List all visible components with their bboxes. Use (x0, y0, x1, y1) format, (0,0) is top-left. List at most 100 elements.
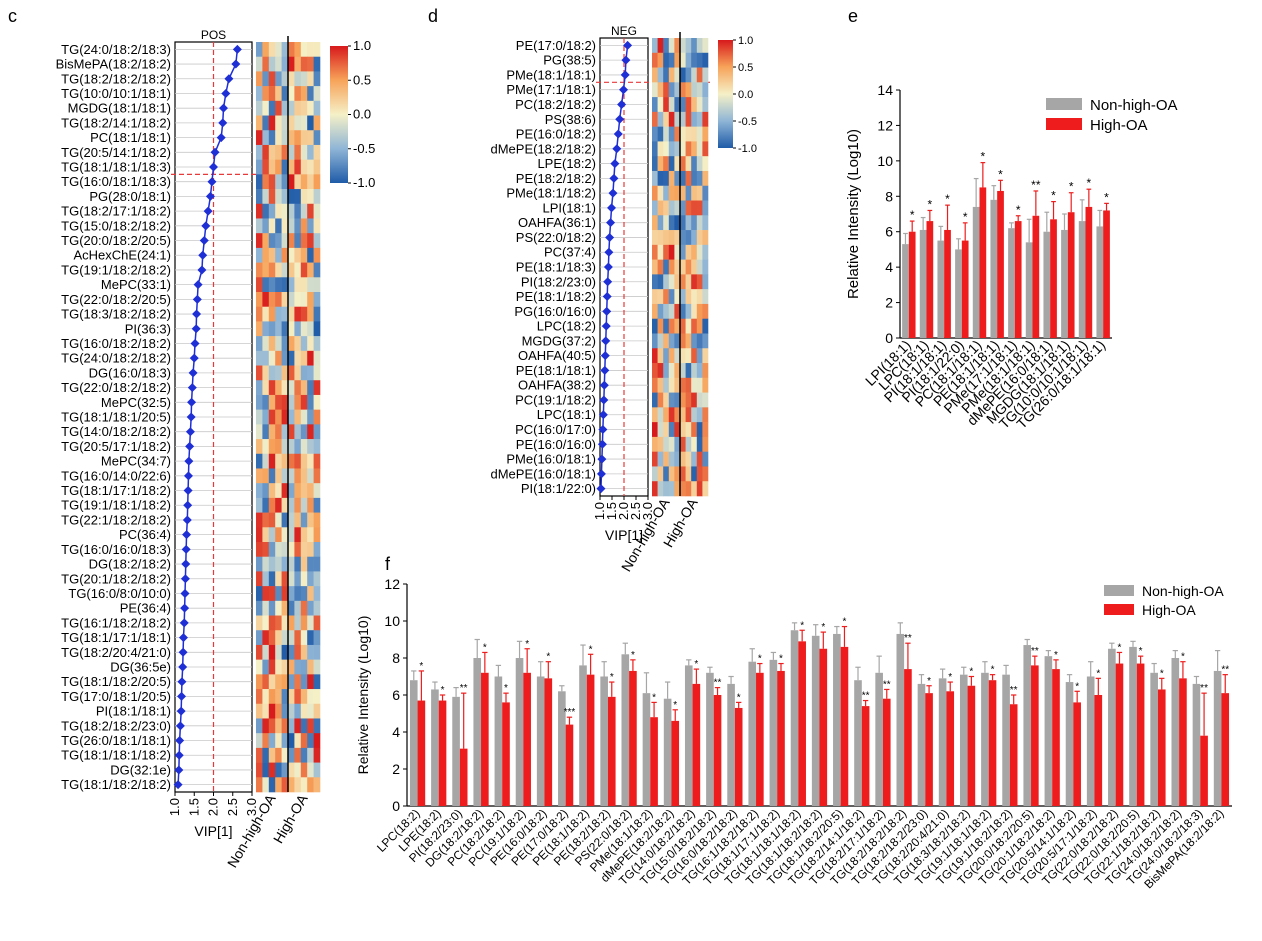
heatmap-cell (313, 630, 321, 646)
heatmap-cell (268, 644, 276, 660)
heatmap-cell (313, 394, 321, 410)
heatmap-cell (262, 733, 270, 749)
heatmap-cell (696, 289, 703, 305)
heatmap-cell (294, 703, 302, 719)
heatmap-cell (680, 377, 686, 393)
legend-swatch (1104, 585, 1134, 596)
heatmap-cell (256, 689, 263, 705)
heatmap-cell (275, 350, 282, 366)
heatmap-cell (652, 436, 658, 452)
heatmap-cell (657, 126, 664, 142)
bar (926, 221, 934, 338)
heatmap-cell (262, 527, 270, 543)
heatmap-cell (262, 321, 270, 337)
heatmap-cell (685, 451, 692, 467)
heatmap-cell (281, 394, 289, 410)
vip-point (182, 515, 192, 525)
heatmap-cell (268, 130, 276, 146)
heatmap-cell (281, 762, 289, 778)
heatmap-cell (288, 453, 295, 469)
vip-point (183, 486, 193, 496)
vip-point (177, 691, 187, 701)
heatmap-cell (256, 571, 263, 587)
heatmap-cell (275, 189, 282, 205)
lipid-label: TG(16:0/18:2/18:2) (61, 336, 171, 351)
heatmap-cell (313, 174, 321, 190)
bar (692, 683, 701, 806)
y-tick-label: 14 (877, 82, 893, 98)
heatmap-cell (680, 230, 686, 246)
heatmap-cell (652, 82, 658, 98)
heatmap-cell (657, 436, 664, 452)
y-axis-label: Relative Intensity (Log10) (355, 616, 371, 775)
vip-point (219, 103, 229, 113)
lipid-label: DG(36:5e) (110, 660, 171, 675)
heatmap-cell (275, 42, 282, 58)
significance-mark: * (673, 700, 677, 711)
heatmap-cell (268, 115, 276, 131)
lipid-label: TG(18:2/20:4/21:0) (61, 645, 171, 660)
bar (1221, 693, 1230, 806)
heatmap-cell (663, 185, 670, 201)
heatmap-cell (281, 42, 289, 58)
heatmap-cell (657, 303, 664, 320)
heatmap-cell (674, 407, 681, 423)
bar (1108, 648, 1116, 806)
heatmap-cell (313, 747, 321, 763)
heatmap-cell (680, 436, 686, 452)
heatmap-cell (275, 600, 282, 616)
heatmap-cell (313, 277, 321, 293)
heatmap-cell (652, 407, 658, 423)
vip-panel-neg: NEGPE(17:0/18:2)PG(38:5)PMe(18:1/18:1)PM… (490, 24, 756, 574)
heatmap-cell (300, 497, 308, 513)
heatmap-cell (288, 512, 295, 528)
legend-swatch (1104, 604, 1134, 615)
bar (600, 676, 608, 806)
heatmap-cell (696, 67, 703, 83)
lipid-label: PI(18:2/23:0) (521, 274, 596, 289)
heatmap-cell (674, 230, 681, 246)
heatmap-cell (702, 422, 709, 438)
heatmap-cell (307, 674, 314, 690)
heatmap-cell (294, 674, 302, 690)
heatmap-cell (288, 497, 295, 513)
panel-title: POS (201, 28, 226, 42)
significance-mark: * (1087, 176, 1092, 190)
heatmap-cell (256, 115, 263, 131)
heatmap-cell (691, 141, 698, 157)
heatmap-cell (288, 689, 295, 705)
heatmap-cell (281, 203, 289, 219)
lipid-label: AcHexChE(24:1) (73, 248, 171, 263)
heatmap-cell (294, 71, 302, 87)
significance-mark: * (1139, 646, 1143, 657)
heatmap-cell (652, 52, 658, 68)
vip-point (599, 380, 609, 390)
significance-mark: * (631, 650, 635, 661)
colorbar-tick-label: 0.5 (353, 72, 371, 87)
heatmap-cell (288, 56, 295, 72)
heatmap-cell (657, 348, 664, 364)
bar (790, 630, 799, 806)
heatmap-cell (268, 600, 276, 616)
heatmap-cell (275, 56, 282, 72)
significance-mark: * (546, 652, 550, 663)
heatmap-cell (685, 156, 692, 172)
heatmap-cell (702, 363, 709, 379)
heatmap-cell (281, 321, 289, 337)
heatmap-cell (685, 289, 692, 305)
heatmap-cell (262, 247, 270, 263)
heatmap-cell (696, 215, 703, 231)
heatmap-cell (281, 189, 289, 205)
heatmap-cell (288, 644, 295, 660)
heatmap-cell (256, 409, 263, 425)
heatmap-cell (696, 407, 703, 423)
heatmap-cell (268, 409, 276, 425)
lipid-label: TG(14:0/18:2/18:2) (61, 424, 171, 439)
heatmap-cell (262, 630, 270, 646)
heatmap-cell (288, 233, 295, 249)
legend-label: Non-high-OA (1142, 583, 1224, 599)
vip-point (191, 324, 201, 334)
lipid-label: TG(18:1/17:1/18:2) (61, 483, 171, 498)
x-tick-label: 3.0 (244, 798, 259, 816)
heatmap-cell (256, 159, 263, 175)
